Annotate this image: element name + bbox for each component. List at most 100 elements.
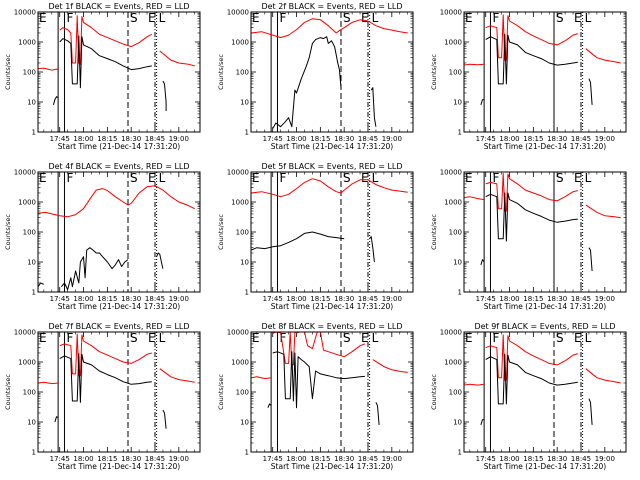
y-tick-label: 1000 [18,359,36,367]
events-series-line [250,231,345,251]
y-tick-label: 1000 [18,199,36,207]
x-tick-label: 17:45 [476,135,496,143]
event-marker-label: E [148,171,156,185]
x-tick-label: 18:45 [145,295,165,303]
event-marker-label: L [159,331,166,345]
events-series-line [272,36,342,129]
y-tick-label: 10 [453,99,462,107]
plot-frame [250,331,414,453]
y-tick-label: 10000 [440,9,462,17]
y-tick-label: 1000 [18,39,36,47]
y-tick-label: 1 [245,129,249,137]
event-marker-label: L [372,171,379,185]
lld-series-line [37,67,59,71]
chart-panel-9: Det 9f BLACK = Events, RED = LLD 1 10 100 10… [430,322,627,471]
events-series-line [369,236,375,263]
chart-panel-7: Det 7f BLACK = Events, RED = LLD 1 10 100 10… [4,322,201,471]
y-tick-label: 100 [23,69,36,77]
x-axis-label: Start Time (21-Dec-14 17:31:20) [58,142,180,151]
event-marker-label: F [279,11,286,25]
x-tick-label: 18:45 [358,295,378,303]
x-tick-label: 18:30 [334,455,354,463]
y-tick-label: 100 [23,229,36,237]
event-marker-label: S [556,171,564,185]
y-axis-label: Counts/sec [4,214,12,250]
event-marker-label: S [556,331,564,345]
x-tick-label: 18:45 [145,455,165,463]
chart-title: Det 4f BLACK = Events, RED = LLD [48,162,189,171]
x-axis-label: Start Time (21-Dec-14 17:31:20) [271,302,393,311]
x-tick-label: 18:00 [73,295,93,303]
event-marker-label: E [465,11,473,25]
events-series-line [370,87,377,127]
plot-frame [37,171,201,293]
y-tick-label: 1 [32,129,36,137]
lld-series-line [485,334,578,381]
event-marker-label: F [492,331,499,345]
chart-panel-8: Det 8f BLACK = Events, RED = LLD 1 10 100 10… [217,322,414,471]
lld-series-line [59,333,152,377]
x-tick-label: 17:45 [476,455,496,463]
y-tick-label: 10 [27,419,36,427]
x-tick-label: 19:00 [382,135,402,143]
lld-series-line [585,48,621,64]
events-series-line [480,259,485,266]
event-marker-label: L [585,171,592,185]
y-tick-label: 10000 [227,9,249,17]
plot-frame [463,11,627,133]
y-tick-label: 1 [32,289,36,297]
y-tick-label: 10000 [227,169,249,177]
chart-panel-6: 1 10 100 1000 10000 17:45 18:00 18:15 18:30 18:45… [430,169,627,311]
y-tick-label: 10000 [440,169,462,177]
event-marker-label: F [66,11,73,25]
events-series-line [485,353,578,405]
x-tick-label: 18:00 [286,295,306,303]
x-tick-label: 19:00 [382,295,402,303]
events-series-line [162,80,167,111]
x-tick-label: 18:30 [121,135,141,143]
event-marker-label: E [574,331,582,345]
y-axis-label: Counts/sec [430,374,438,410]
event-marker-label: L [159,171,166,185]
x-tick-label: 18:30 [547,135,567,143]
y-axis-label: Counts/sec [4,374,12,410]
event-marker-label: E [252,171,260,185]
plot-frame [37,331,201,453]
x-axis-label: Start Time (21-Dec-14 17:31:20) [484,142,606,151]
x-tick-label: 18:45 [358,135,378,143]
x-tick-label: 19:00 [169,135,189,143]
y-axis-label: Counts/sec [217,374,225,410]
lld-series-line [485,172,578,212]
event-marker-label: E [361,11,369,25]
x-tick-label: 17:45 [476,295,496,303]
x-tick-label: 19:00 [595,455,615,463]
event-marker-label: E [148,331,156,345]
y-tick-label: 1000 [231,39,249,47]
x-tick-label: 18:15 [523,295,543,303]
x-axis-label: Start Time (21-Dec-14 17:31:20) [271,142,393,151]
x-tick-label: 18:30 [547,295,567,303]
y-tick-label: 1 [245,289,249,297]
x-tick-label: 17:45 [263,135,283,143]
events-series-line [267,403,272,408]
events-series-line [588,247,593,272]
lld-series-line [37,381,59,385]
event-marker-label: E [361,171,369,185]
y-tick-label: 100 [236,229,249,237]
x-tick-label: 18:15 [523,135,543,143]
x-tick-label: 19:00 [169,295,189,303]
x-tick-label: 18:30 [121,295,141,303]
events-series-line [272,351,365,409]
event-marker-label: S [343,171,351,185]
chart-panel-2: Det 2f BLACK = Events, RED = LLD 1 10 100 10… [217,2,414,151]
lld-series-line [463,63,485,66]
x-tick-label: 18:00 [499,295,519,303]
y-axis-label: Counts/sec [217,214,225,250]
events-series-line [480,99,485,106]
x-tick-label: 18:30 [334,135,354,143]
lld-series-line [37,185,195,218]
lld-series-line [250,376,272,380]
event-marker-label: F [492,11,499,25]
event-marker-label: L [372,11,379,25]
events-series-line [375,402,380,425]
